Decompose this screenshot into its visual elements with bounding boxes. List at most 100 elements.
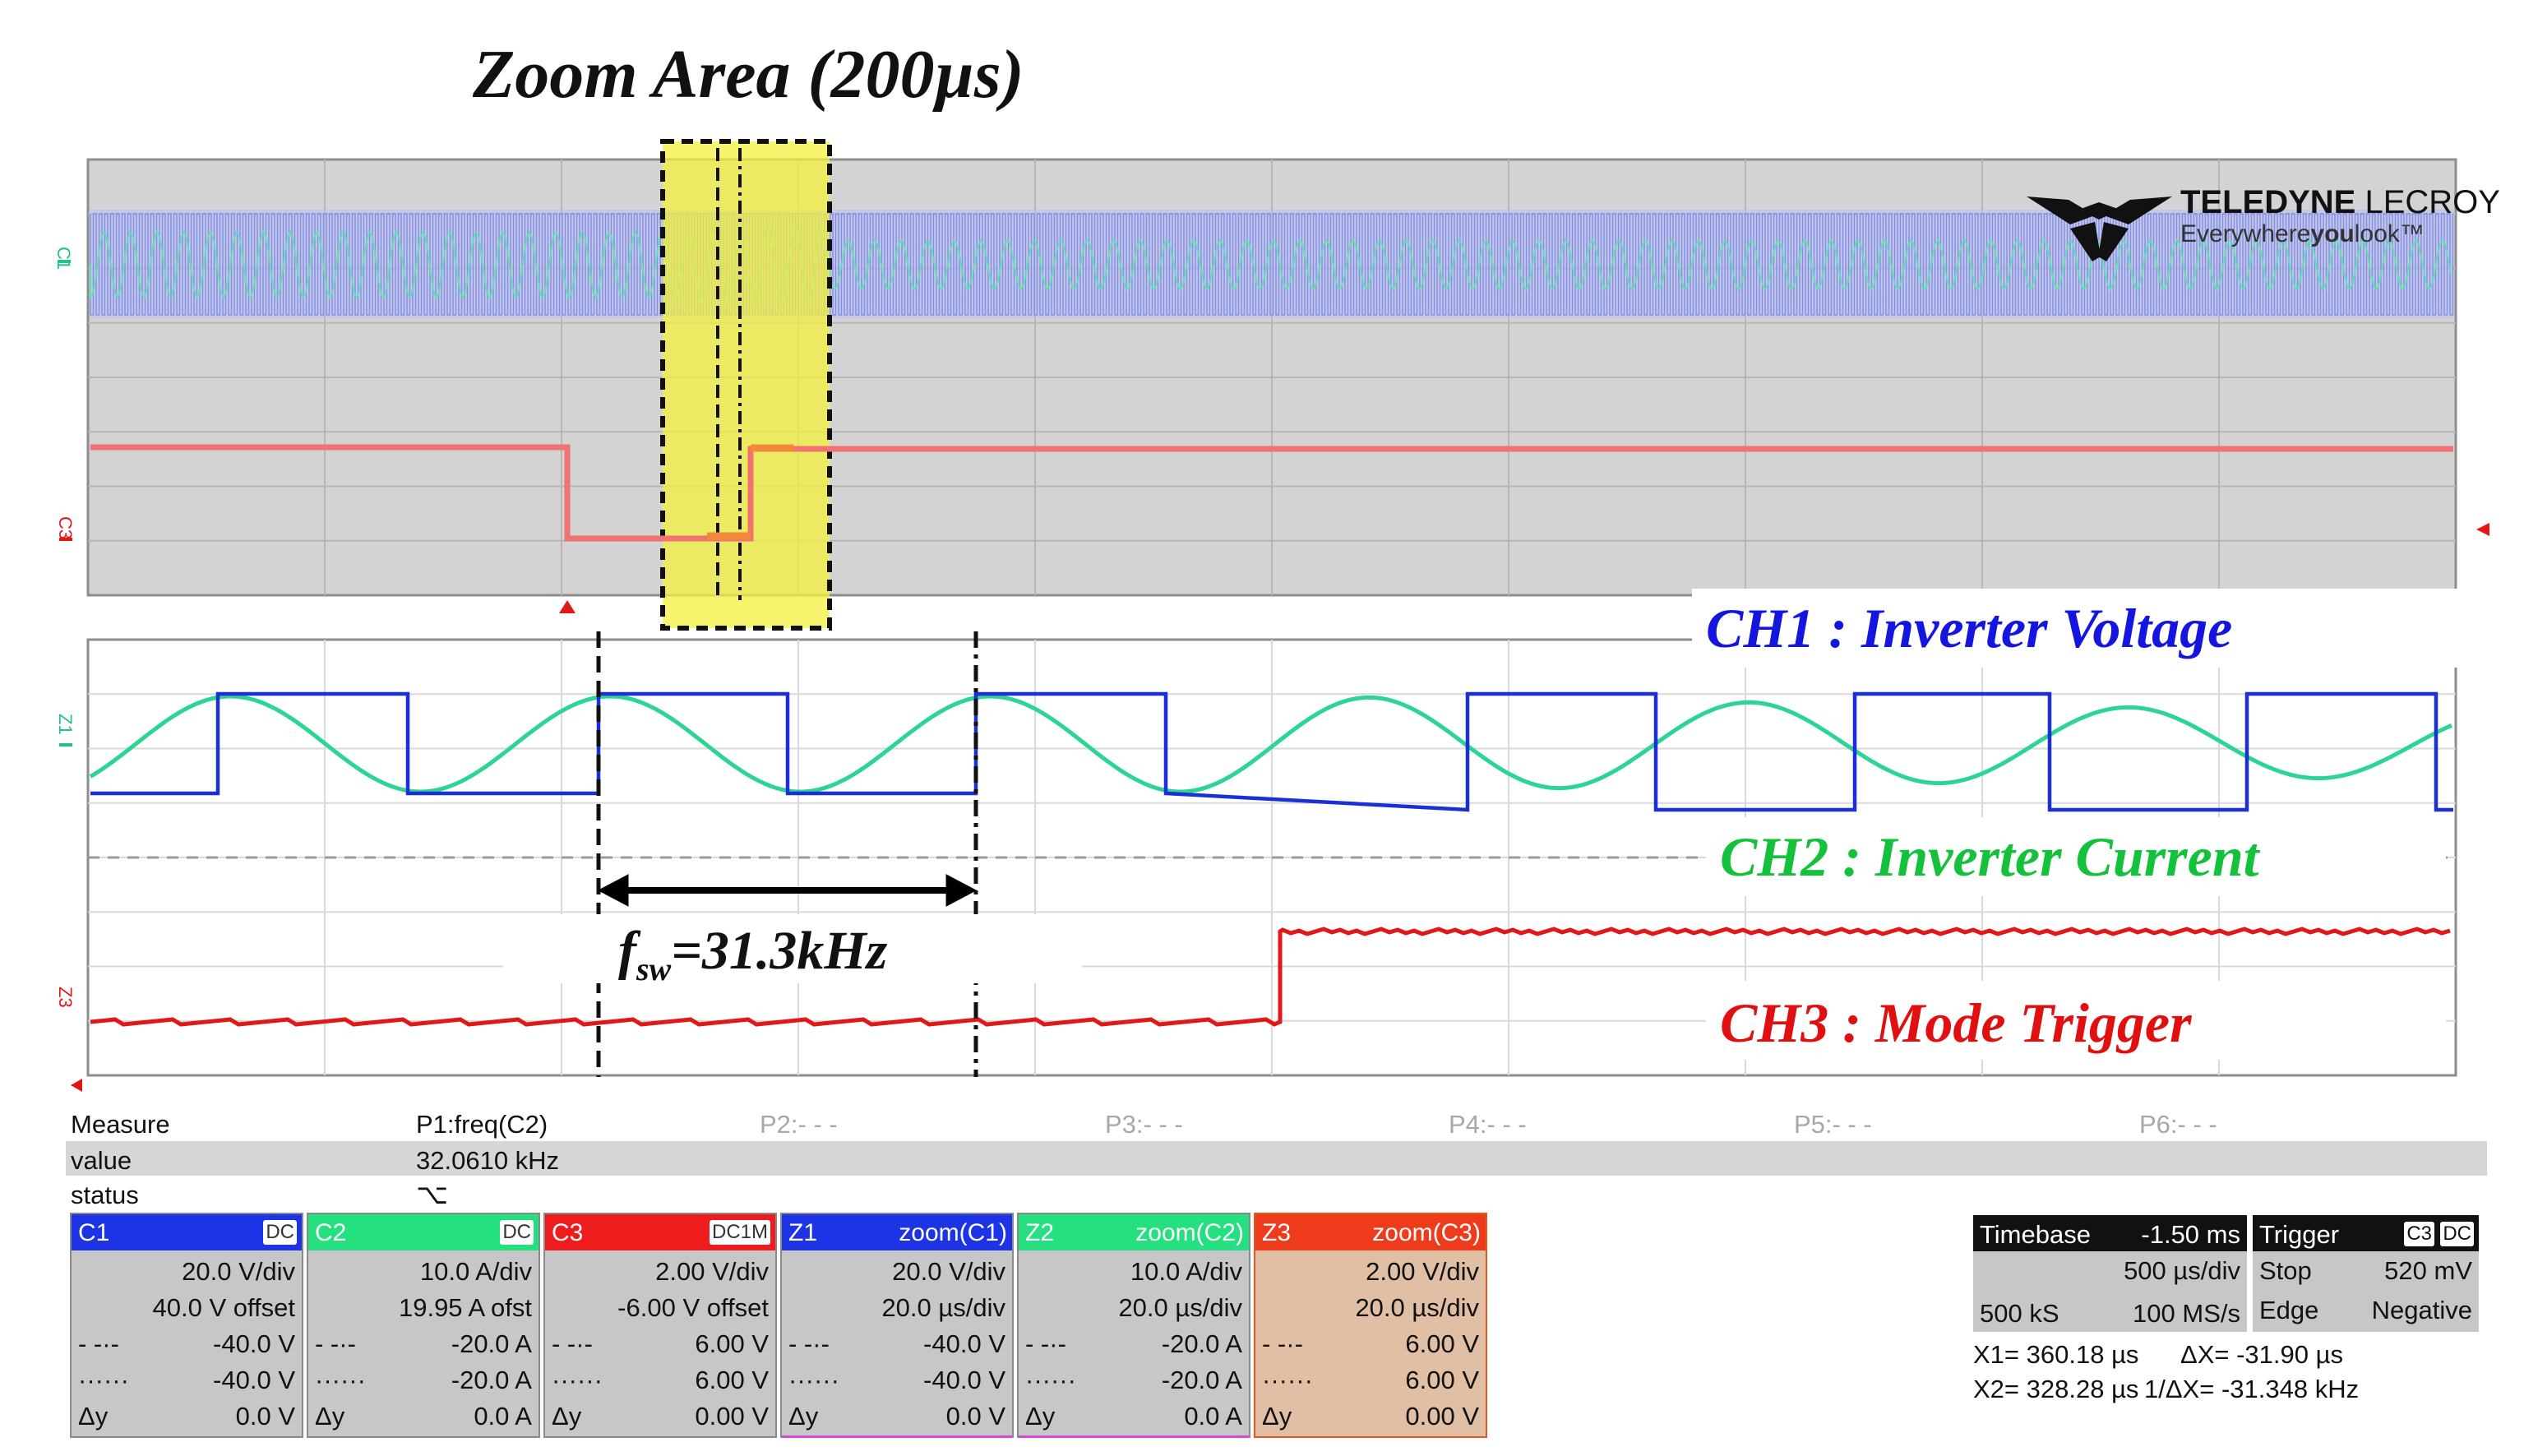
ch1-annotation: CH1 : Inverter Voltage [1706,597,2233,659]
delta-y-label: Δy [315,1402,345,1431]
timebase-rate: 100 MS/s [2133,1299,2240,1328]
channel-name: C1 [78,1219,110,1246]
trigger-mode: Stop [2259,1256,2312,1285]
channel-source: zoom(C3) [1372,1219,1481,1246]
brand-tagline-post: look™ [2354,220,2425,247]
channel-header: C1 DC [72,1214,302,1250]
brand-tagline-pre: Everywhere [2180,220,2311,247]
cursor-inv-dx-readout: 1/ΔX= -31.348 kHz [2144,1375,2360,1403]
channel-header: C3 DC1M [545,1214,775,1250]
delta-y-label: Δy [1262,1402,1292,1431]
status-row-label: status [71,1181,139,1209]
channel-descriptor-z2[interactable]: Z2 zoom(C2) 10.0 A/div 20.0 µs/div - -·- -… [1017,1213,1250,1438]
trigger-coupling: DC [2440,1222,2474,1246]
timebase-label: Timebase [1980,1220,2091,1249]
channel-coupling-badge: DC [500,1220,534,1245]
cursor-2-level: 6.00 V [1405,1366,1479,1394]
cursor-solid-symbol: - -·- [1025,1329,1066,1358]
ch2-annotation: CH2 : Inverter Current [1720,825,2259,888]
cursor-2-level: 6.00 V [695,1366,769,1394]
measure-p4[interactable]: P4:- - - [1449,1110,1527,1139]
timebase-per-div: 500 µs/div [2124,1256,2240,1285]
trigger-position-marker [559,600,576,613]
measure-p2[interactable]: P2:- - - [760,1110,838,1139]
channel-name: C3 [552,1219,584,1246]
channel-source: zoom(C2) [1135,1219,1244,1246]
z3-trace-label: Z3 [55,987,76,1008]
cursor-solid-symbol: - -·- [552,1329,593,1358]
channel-descriptor-c3[interactable]: C3 DC1M 2.00 V/div -6.00 V offset - -·- 6.… [543,1213,777,1438]
cursor-2-level: -20.0 A [451,1366,532,1394]
cursor-2-level: -40.0 V [923,1366,1005,1394]
delta-y-value: 0.0 A [1184,1402,1242,1431]
timebase-panel[interactable]: Timebase -1.50 ms 500 µs/div [1973,1215,2247,1294]
z3-mode-trigger-trace [90,927,2451,1027]
measure-p1[interactable]: P1:freq(C2) [416,1110,548,1139]
trigger-level-marker [2476,523,2489,536]
cursor-solid-symbol: - -·- [1262,1329,1303,1358]
channel-descriptor-c2[interactable]: C2 DC 10.0 A/div 19.95 A ofst - -·- -20.0 … [307,1213,540,1438]
cursor-1-level: 6.00 V [695,1329,769,1358]
channel-scale: 10.0 A/div [1130,1257,1242,1286]
c3-overview-trace [90,444,2453,542]
z1-inverter-voltage-trace [90,691,2453,812]
channel-descriptor-c1[interactable]: C1 DC 20.0 V/div 40.0 V offset - -·- -40.0… [70,1213,303,1438]
cursor-solid-symbol: - -·- [788,1329,830,1358]
fsw-arrow [597,874,978,907]
cursor-solid-symbol: - -·- [78,1329,119,1358]
measure-p5[interactable]: P5:- - - [1794,1110,1872,1139]
measure-p1-value: 32.0610 kHz [416,1146,560,1175]
channel-name: C2 [315,1219,347,1246]
brand-name-bold: TELEDYNE [2180,184,2356,220]
trigger-panel[interactable]: Trigger C3 DC Stop 520 mV Edge Negative [2253,1215,2479,1332]
ch3-annotation: CH3 : Mode Trigger [1720,991,2192,1054]
cursor-dotted-symbol: ······ [1025,1366,1076,1394]
cursor-1-level: -20.0 A [1161,1329,1242,1358]
cursor-dotted-symbol: ······ [1262,1366,1313,1394]
trigger-level: 520 mV [2384,1256,2472,1285]
trigger-slope: Negative [2371,1296,2472,1324]
trigger-label: Trigger [2259,1220,2340,1249]
channel-offset: 20.0 µs/div [1118,1293,1242,1322]
channel-scale: 10.0 A/div [419,1257,532,1286]
channel-descriptor-z1[interactable]: Z1 zoom(C1) 20.0 V/div 20.0 µs/div - -·- -… [780,1213,1014,1438]
channel-name: Z2 [1025,1219,1055,1246]
delta-y-label: Δy [552,1402,582,1431]
timebase-value: -1.50 ms [2141,1220,2240,1249]
cursor-solid-symbol: - -·- [315,1329,356,1358]
channel-offset: 40.0 V offset [152,1293,296,1322]
teledyne-lecroy-brand: TELEDYNE LECROY Everywhereyoulook™ [2180,186,2500,247]
measure-p6[interactable]: P6:- - - [2139,1110,2217,1139]
delta-y-value: 0.00 V [695,1402,769,1431]
delta-y-label: Δy [1025,1402,1056,1431]
brand-tagline-bold: you [2310,220,2355,247]
channel-scale: 2.00 V/div [1366,1257,1479,1286]
value-row-label: value [71,1146,132,1175]
delta-y-value: 0.00 V [1405,1402,1479,1431]
c1-trace-label: C1 [53,247,74,270]
cursor-dx-readout: ΔX= -31.90 µs [2180,1340,2343,1369]
trigger-type: Edge [2259,1296,2319,1324]
channel-offset: 20.0 µs/div [881,1293,1005,1322]
cursor-1-level: -40.0 V [923,1329,1005,1358]
delta-y-value: 0.0 V [235,1402,295,1431]
delta-y-label: Δy [78,1402,109,1431]
channel-name: Z1 [788,1219,818,1246]
zoom-area-title: Zoom Area (200µs) [472,36,1024,113]
channel-offset: 20.0 µs/div [1355,1293,1479,1322]
channel-descriptor-z3[interactable]: Z3 zoom(C3) 2.00 V/div 20.0 µs/div - -·- 6… [1254,1213,1487,1438]
measure-p3[interactable]: P3:- - - [1105,1110,1183,1139]
cursor-2-level: -40.0 V [213,1366,295,1394]
channel-scale: 2.00 V/div [655,1257,769,1286]
c1-c2-overview-trace [90,210,2454,318]
cursor-dotted-symbol: ······ [78,1366,129,1394]
channel-header: Z2 zoom(C2) [1019,1214,1249,1250]
cursor-dotted-symbol: ······ [552,1366,603,1394]
oscilloscope-display: Zoom Area (200µs) C1 C3 Z1 Z3 [53,36,2489,1092]
cursor-1-level: -40.0 V [213,1329,295,1358]
delta-y-label: Δy [788,1402,819,1431]
cursor-dotted-symbol: ······ [788,1366,839,1394]
teledyne-logo-icon [2027,196,2172,261]
channel-name: Z3 [1262,1219,1292,1246]
cursor-x1-readout: X1= 360.18 µs [1973,1340,2139,1369]
